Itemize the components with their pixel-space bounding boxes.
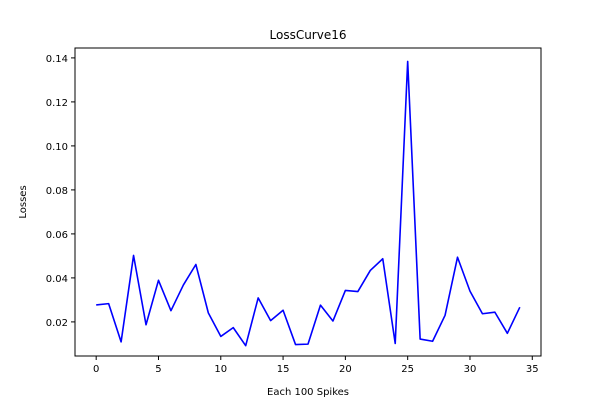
x-tick-label: 30	[464, 364, 477, 375]
y-tick-label: 0.06	[46, 230, 68, 241]
x-tick-label: 15	[277, 364, 290, 375]
y-tick-label: 0.10	[46, 142, 68, 153]
y-tick-label: 0.12	[46, 98, 68, 109]
x-tick-label: 20	[339, 364, 352, 375]
x-tick-label: 25	[401, 364, 414, 375]
x-tick-label: 35	[526, 364, 539, 375]
x-tick-label: 10	[214, 364, 227, 375]
x-tick-label: 0	[93, 364, 99, 375]
y-tick-label: 0.14	[46, 54, 68, 65]
y-tick-label: 0.02	[46, 318, 68, 329]
plot-frame	[74, 47, 542, 357]
x-tick-label: 5	[155, 364, 161, 375]
y-tick-label: 0.04	[46, 274, 68, 285]
y-axis-label: Losses	[18, 185, 29, 218]
y-tick-label: 0.08	[46, 186, 68, 197]
chart-title: LossCurve16	[270, 28, 347, 42]
x-axis-label: Each 100 Spikes	[267, 387, 349, 398]
